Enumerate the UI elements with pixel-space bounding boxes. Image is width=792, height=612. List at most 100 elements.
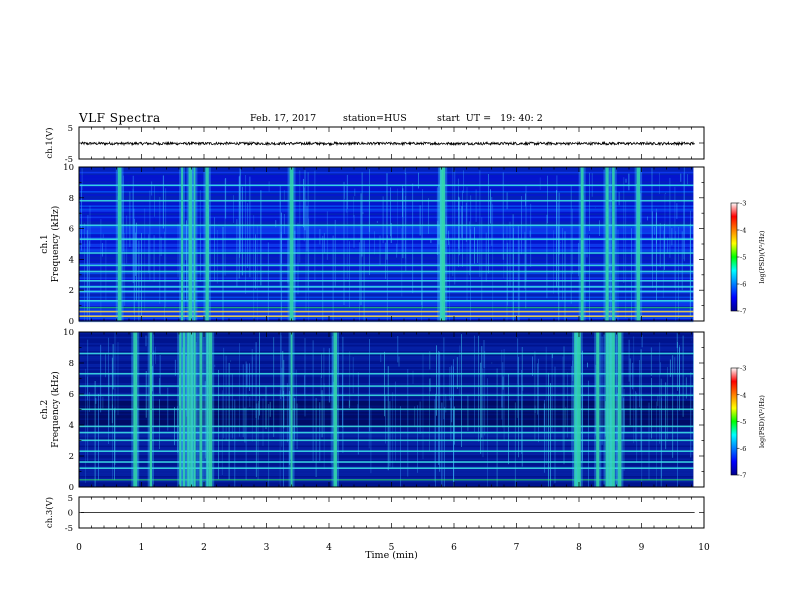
spectrogram-speckle	[421, 226, 423, 321]
spectrogram-row	[79, 354, 694, 356]
spectrogram-speckle	[481, 346, 483, 438]
spectrogram-speckle	[491, 362, 493, 364]
spectrogram-speckle	[186, 220, 187, 300]
spectrogram-speckle	[374, 231, 375, 255]
y-tick-label: 5	[68, 494, 73, 504]
spectrogram-speckle	[429, 378, 431, 392]
burst	[193, 332, 196, 487]
x-tick-label: 0	[76, 543, 82, 553]
burst-halo	[185, 332, 192, 487]
spectrogram-speckle	[557, 202, 559, 295]
spectrogram-band	[79, 479, 694, 481]
spectrogram-speckle	[289, 391, 290, 465]
spectrogram-speckle	[647, 216, 648, 221]
spectrogram-speckle	[617, 229, 619, 321]
spectrogram-speckle	[429, 351, 431, 370]
spectrogram-speckle	[108, 337, 109, 444]
burst-halo	[197, 332, 205, 487]
spectrogram-speckle	[246, 363, 248, 388]
spectrogram-row	[79, 332, 694, 334]
spectrogram-row	[79, 291, 694, 294]
spectrogram-speckle	[95, 398, 97, 404]
spectrogram-speckle	[625, 200, 627, 319]
y-tick-label: 4	[69, 255, 74, 265]
spectrogram-row	[79, 279, 694, 281]
spectrogram-speckle	[652, 211, 653, 288]
spectrogram-row	[79, 242, 694, 244]
spectrogram-speckle	[539, 177, 541, 190]
spectrogram-row	[79, 405, 694, 408]
spectrogram-speckle	[482, 368, 484, 458]
spectrogram-speckle	[417, 405, 418, 473]
spectrogram-speckle	[390, 187, 391, 237]
spectrogram-speckle	[247, 203, 248, 268]
spectrogram-speckle	[321, 390, 323, 438]
spectrogram-speckle	[669, 177, 671, 258]
spectrogram-row	[79, 381, 694, 384]
spectrogram-speckle	[258, 401, 259, 420]
burst-halo	[177, 332, 184, 487]
spectrogram-speckle	[251, 349, 253, 396]
burst	[149, 332, 152, 487]
x-tick-label: 9	[639, 543, 645, 553]
spectrogram-speckle	[562, 228, 563, 300]
spectrogram-speckle	[135, 222, 137, 301]
spectrogram-speckle	[283, 190, 285, 202]
spectrogram-speckle	[556, 175, 558, 239]
spectrogram-speckle	[144, 208, 146, 311]
y-tick-label: 10	[63, 328, 74, 338]
spectrogram-band	[79, 300, 694, 302]
spectrogram-speckle	[492, 204, 494, 321]
spectrogram-speckle	[662, 230, 664, 298]
burst-halo	[288, 332, 295, 487]
spectrogram-speckle	[664, 193, 666, 249]
spectrogram-speckle	[462, 190, 463, 267]
spectrogram-speckle	[453, 359, 454, 482]
spectrogram-speckle	[357, 404, 359, 409]
spectrogram-speckle	[279, 185, 281, 288]
y-tick-label: 0	[69, 317, 74, 327]
channel-label: ch.2	[40, 400, 50, 419]
spectrogram-speckle	[255, 234, 256, 289]
spectrogram-speckle	[514, 402, 516, 487]
spectrogram-speckle	[287, 240, 289, 284]
spectrogram-speckle	[564, 231, 566, 321]
spectrogram-speckle	[239, 175, 240, 258]
spectrogram-speckle	[628, 339, 630, 382]
spectrogram-speckle	[429, 378, 430, 451]
spectrogram-row	[79, 429, 694, 432]
spectrogram-row	[79, 168, 694, 171]
spectrogram-speckle	[418, 172, 419, 189]
spectrogram-speckle	[155, 346, 156, 364]
spectrogram-speckle	[134, 218, 135, 321]
spectrogram-speckle	[315, 397, 317, 477]
spectrogram-speckle	[303, 178, 304, 228]
spectrogram-speckle	[132, 175, 134, 284]
spectrogram-speckle	[689, 223, 691, 317]
spectrogram-row	[79, 437, 694, 440]
spectrogram-band	[79, 310, 694, 313]
spectrogram-speckle	[392, 392, 394, 468]
spectrogram-speckle	[506, 226, 508, 321]
spectrogram-speckle	[546, 214, 548, 299]
spectrogram-speckle	[640, 192, 641, 223]
spectrogram-speckle	[665, 382, 667, 450]
spectrogram-speckle	[656, 401, 657, 487]
spectrogram-speckle	[132, 188, 134, 272]
spectrogram-row	[79, 455, 694, 457]
burst	[441, 167, 446, 321]
spectrogram-speckle	[676, 203, 678, 219]
spectrogram-speckle	[117, 342, 119, 416]
spectrogram-speckle	[234, 399, 236, 487]
spectrogram-speckle	[454, 170, 456, 285]
spectrogram-speckle	[242, 364, 244, 438]
spectrogram-row	[79, 272, 694, 275]
spectrogram-band	[79, 408, 694, 411]
spectrogram-speckle	[159, 399, 160, 449]
spectrogram-speckle	[522, 384, 524, 391]
spectrogram-row	[79, 210, 694, 212]
spectrogram-speckle	[422, 353, 424, 460]
spectrogram-row	[79, 187, 694, 190]
spectrogram-speckle	[326, 211, 328, 260]
burst-halo	[188, 332, 195, 487]
